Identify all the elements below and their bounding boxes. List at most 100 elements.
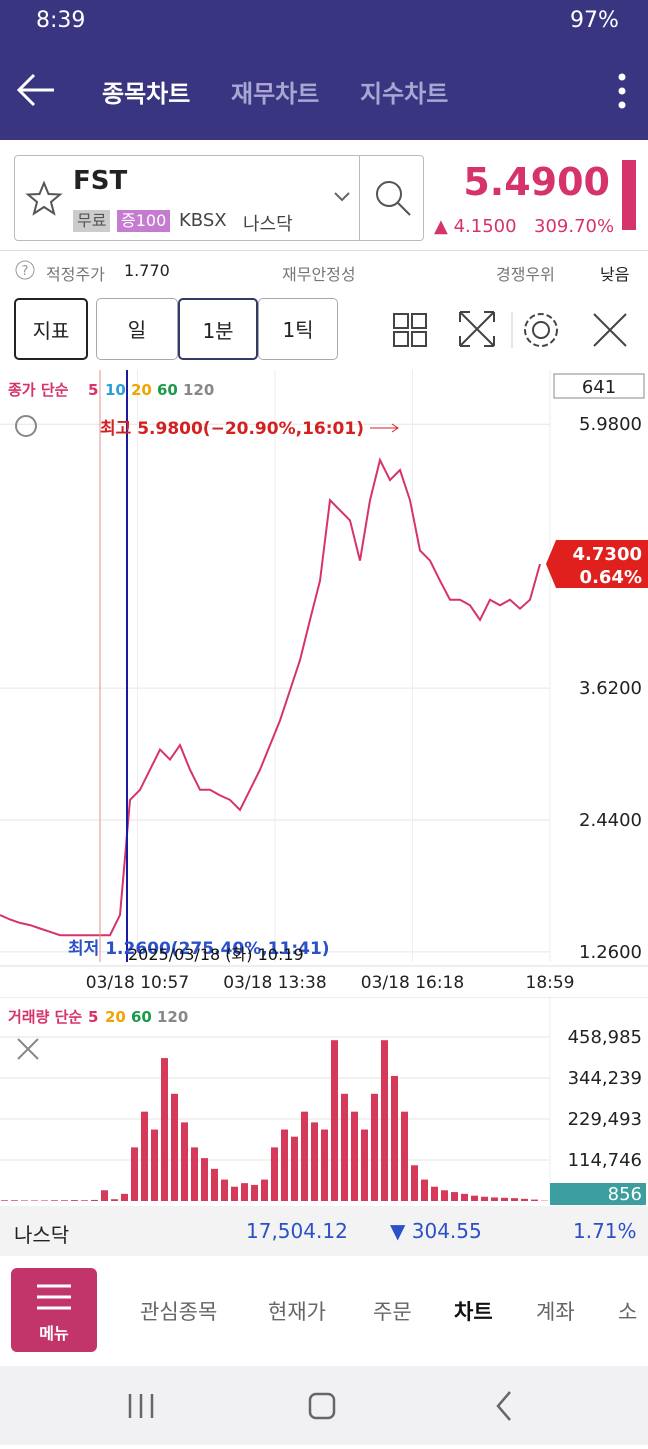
volume-bar: [261, 1180, 268, 1201]
rating: 낮음: [600, 261, 629, 285]
menu-icon: [35, 1282, 73, 1312]
price-line: [0, 460, 540, 935]
volume-bar: [421, 1180, 428, 1201]
volume-bar: [371, 1094, 378, 1201]
period-button[interactable]: 1분: [178, 298, 258, 360]
index-change-value: 304.55: [412, 1219, 482, 1243]
dropdown-icon[interactable]: [333, 190, 351, 204]
volume-bar: [221, 1180, 228, 1201]
y-tick-label: 114,746: [568, 1150, 642, 1171]
nav-item[interactable]: 주문: [373, 1296, 412, 1326]
legend-entry: 20: [105, 1008, 126, 1026]
system-nav-icons[interactable]: [0, 1366, 648, 1445]
search-button[interactable]: [373, 178, 413, 218]
fair-price-label: 적정주가: [46, 261, 105, 285]
close-icon[interactable]: [18, 1039, 38, 1059]
last-volume: 856: [608, 1184, 642, 1205]
index-value: 17,504.12: [246, 1219, 348, 1243]
tab[interactable]: 재무차트: [231, 74, 319, 109]
crosshair-label: 2025/03/18 (화) 10:19: [128, 945, 304, 964]
tag: 증100: [117, 210, 170, 232]
volume-bar: [471, 1196, 478, 1201]
zoom-in[interactable]: [16, 416, 36, 436]
volume-bar: [241, 1183, 248, 1201]
change-pct: 309.70%: [534, 216, 614, 237]
y-tick-label: 458,985: [568, 1027, 642, 1048]
high-label: 최고 5.9800(−20.90%,16:01): [100, 419, 364, 439]
legend-title: 종가 단순: [8, 381, 69, 399]
volume-bar: [71, 1200, 78, 1201]
volume-bar: [151, 1130, 158, 1201]
stock-box[interactable]: FST 무료 증100 KBSX 나스닥: [14, 155, 424, 241]
legend-entry: 60: [131, 1008, 152, 1026]
status-battery: 97%: [570, 8, 619, 33]
volume-bar: [331, 1040, 338, 1201]
nav-item[interactable]: 관심종목: [140, 1296, 217, 1326]
tab-active[interactable]: 종목차트: [102, 74, 190, 109]
legend-title: 거래량 단순: [8, 1008, 82, 1026]
volume-bar: [401, 1112, 408, 1201]
help-icon[interactable]: ?: [14, 259, 36, 281]
volume-bar: [171, 1094, 178, 1201]
volume-bar: [291, 1137, 298, 1201]
volume-bar: [141, 1112, 148, 1201]
system-nav: [0, 1366, 648, 1445]
nav-item[interactable]: 계좌: [536, 1296, 575, 1326]
x-tick-label: 03/18 16:18: [361, 973, 464, 993]
volume-bar: [461, 1194, 468, 1201]
nav-item-active[interactable]: 차트: [454, 1296, 493, 1326]
volume-bar: [201, 1158, 208, 1201]
volume-bar: [431, 1187, 438, 1201]
volume-bar: [391, 1076, 398, 1201]
volume-bar: [381, 1040, 388, 1201]
volume-bar: [181, 1122, 188, 1201]
status-time: 8:39: [36, 8, 85, 33]
fair-price: 1.770: [124, 261, 170, 280]
more-button[interactable]: [612, 72, 632, 112]
price: 5.4900: [463, 160, 610, 204]
legend-entry: 60: [157, 381, 178, 399]
volume-bar: [121, 1194, 128, 1201]
high-arrow: [370, 424, 398, 432]
price-bar: [622, 160, 636, 230]
y-tick-label: 344,239: [568, 1068, 642, 1089]
app-header: 8:39 97% 종목차트 재무차트 지수차트: [0, 0, 648, 140]
svg-text:?: ?: [22, 264, 29, 279]
volume-bar: [281, 1130, 288, 1201]
indicator-button[interactable]: 지표: [14, 298, 88, 360]
y-tick-label: 229,493: [568, 1109, 642, 1130]
change-value: 4.1500: [454, 216, 517, 237]
period-button[interactable]: 1틱: [258, 298, 338, 360]
volume-bar: [301, 1112, 308, 1201]
toolbar-icons[interactable]: [390, 308, 640, 352]
volume-bar: [21, 1200, 28, 1201]
volume-bar: [91, 1200, 98, 1201]
volume-bar: [361, 1130, 368, 1201]
volume-bar: [271, 1147, 278, 1201]
period-button[interactable]: 일: [96, 298, 178, 360]
favorite-star[interactable]: [25, 180, 63, 218]
volume-bar: [451, 1192, 458, 1201]
volume-bar: [41, 1200, 48, 1201]
competitive: 경쟁우위: [496, 261, 555, 285]
legend-entry: 10: [105, 381, 126, 399]
tab[interactable]: 지수차트: [360, 74, 448, 109]
nav-item[interactable]: 현재가: [268, 1296, 326, 1326]
legend-entry: 5: [88, 1008, 98, 1026]
back-button[interactable]: [14, 70, 58, 110]
divider: [359, 156, 360, 240]
legend-entry: 5: [88, 381, 98, 399]
volume-bar: [211, 1169, 218, 1201]
x-tick-label: 03/18 13:38: [223, 973, 326, 993]
volume-bar: [511, 1198, 518, 1201]
volume-bar: [111, 1199, 118, 1201]
legend-entry: 120: [157, 1008, 188, 1026]
volume-bar: [61, 1200, 68, 1201]
x-tick-label: 03/18 10:57: [86, 973, 189, 993]
menu-button[interactable]: 메뉴: [11, 1268, 97, 1352]
volume-bar: [31, 1200, 38, 1201]
nav-item[interactable]: 소: [618, 1296, 637, 1326]
stability: 재무안정성: [282, 261, 356, 285]
y-tick-label: 1.2600: [579, 942, 642, 963]
